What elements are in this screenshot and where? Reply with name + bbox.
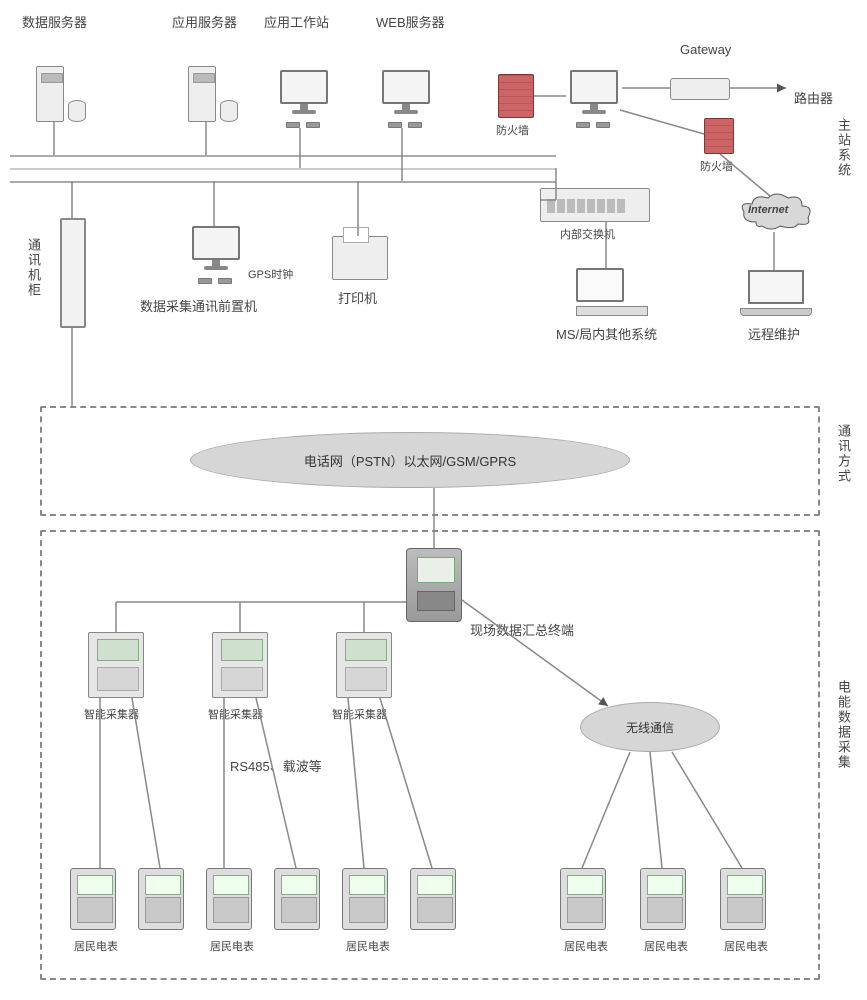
web-server-icon <box>378 70 434 120</box>
meter-5 <box>342 868 388 930</box>
kb-icon <box>576 122 590 128</box>
kb-icon <box>286 122 300 128</box>
ms-system-icon <box>576 268 648 316</box>
lbl-meter-a: 居民电表 <box>74 938 118 954</box>
label-ms: MS/局内其他系统 <box>556 324 657 343</box>
label-rs485: RS485、载波等 <box>230 756 322 775</box>
field-terminal-icon <box>406 548 462 622</box>
app-workstation-icon <box>276 70 332 120</box>
label-gateway: Gateway <box>680 42 731 57</box>
lbl-meter-d: 居民电表 <box>564 938 608 954</box>
label-collector-3: 智能采集器 <box>332 706 387 722</box>
label-firewall2: 防火墙 <box>700 158 733 174</box>
smart-collector-1 <box>88 632 144 698</box>
network-topology-diagram: 数据服务器 应用服务器 应用工作站 WEB服务器 Gateway 路由器 防火墙… <box>0 0 867 1000</box>
comm-ellipse-text: 电话网（PSTN）以太网/GSM/GPRS <box>304 451 516 470</box>
label-master-system: 主站系统 <box>834 118 853 178</box>
smart-collector-3 <box>336 632 392 698</box>
meter-w2 <box>640 868 686 930</box>
label-collector-2: 智能采集器 <box>208 706 263 722</box>
label-web-server: WEB服务器 <box>376 12 445 31</box>
bus-line-2 <box>10 168 556 170</box>
label-field-terminal: 现场数据汇总终端 <box>470 620 574 639</box>
wireless-ellipse: 无线通信 <box>580 702 720 752</box>
label-data-server: 数据服务器 <box>22 12 87 31</box>
label-printer: 打印机 <box>338 288 377 307</box>
wireless-text: 无线通信 <box>626 719 674 736</box>
label-firewall1: 防火墙 <box>496 122 529 138</box>
label-switch: 内部交换机 <box>560 226 615 242</box>
firewall-1-icon <box>498 74 534 118</box>
lbl-meter-c: 居民电表 <box>346 938 390 954</box>
gateway-icon <box>670 78 730 100</box>
label-power-collect: 电能数据采集 <box>834 680 853 770</box>
label-internet: Internet <box>748 204 788 216</box>
lbl-meter-f: 居民电表 <box>724 938 768 954</box>
kb-icon <box>218 278 232 284</box>
data-front-monitor-icon <box>188 226 244 276</box>
center-monitor-icon <box>566 70 622 120</box>
meter-6 <box>410 868 456 930</box>
label-remote: 远程维护 <box>748 324 800 343</box>
meter-2 <box>138 868 184 930</box>
internal-switch-icon <box>540 188 650 222</box>
meter-w1 <box>560 868 606 930</box>
kb-icon <box>388 122 402 128</box>
app-server-icon <box>188 62 232 122</box>
label-cabinet: 通讯机柜 <box>24 238 43 298</box>
bus-line-1 <box>10 155 556 157</box>
printer-icon <box>332 236 388 280</box>
kb-icon <box>596 122 610 128</box>
meter-3 <box>206 868 252 930</box>
label-router: 路由器 <box>794 88 833 107</box>
bus-line-3 <box>10 181 556 183</box>
laptop-icon <box>740 270 812 316</box>
label-comm-mode: 通讯方式 <box>834 424 853 484</box>
kb-icon <box>198 278 212 284</box>
kb-icon <box>408 122 422 128</box>
label-gps: GPS时钟 <box>248 266 293 282</box>
comm-ellipse: 电话网（PSTN）以太网/GSM/GPRS <box>190 432 630 488</box>
lbl-meter-b: 居民电表 <box>210 938 254 954</box>
smart-collector-2 <box>212 632 268 698</box>
label-app-ws: 应用工作站 <box>264 12 329 31</box>
meter-w3 <box>720 868 766 930</box>
label-collector-1: 智能采集器 <box>84 706 139 722</box>
data-server-icon <box>36 62 80 122</box>
kb-icon <box>306 122 320 128</box>
meter-1 <box>70 868 116 930</box>
label-app-server: 应用服务器 <box>172 12 237 31</box>
label-front: 数据采集通讯前置机 <box>140 296 257 315</box>
lbl-meter-e: 居民电表 <box>644 938 688 954</box>
firewall-2-icon <box>704 118 734 154</box>
meter-4 <box>274 868 320 930</box>
comm-cabinet-icon <box>60 218 86 328</box>
